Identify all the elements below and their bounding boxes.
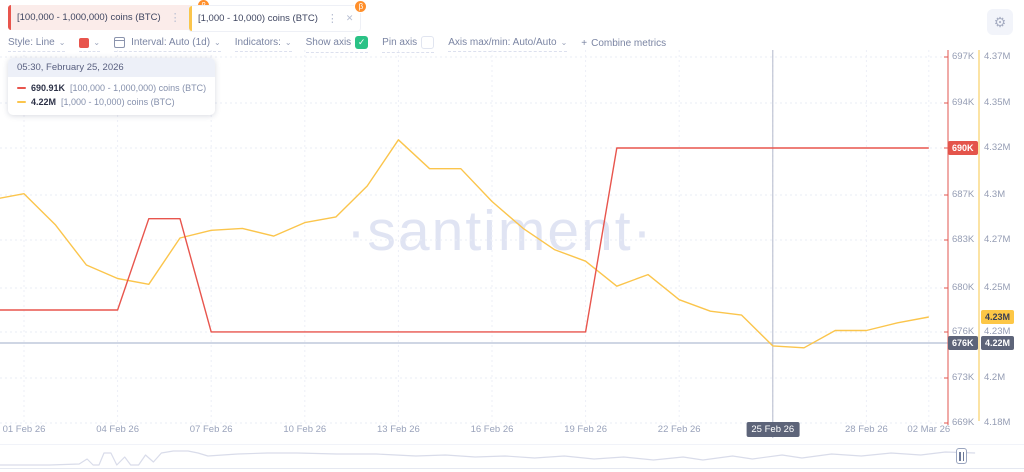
red-axis-tick-marks	[944, 56, 948, 424]
x-axis-tick: 16 Feb 26	[470, 424, 514, 435]
x-axis-tick: 10 Feb 26	[283, 424, 327, 435]
chevron-down-icon: ⌄	[284, 37, 292, 47]
chart-settings-button[interactable]: ⚙	[987, 9, 1013, 35]
plus-icon: +	[581, 37, 588, 49]
yellow-axis-tick: 4.27M	[984, 234, 1011, 245]
red-axis-tick: 680K	[952, 282, 975, 293]
metric-chip-1000-10000-coins[interactable]: [1,000 - 10,000) coins (BTC) ⋮ ✕ β	[188, 0, 368, 32]
close-icon[interactable]: ✕	[345, 13, 354, 23]
show-axis-toggle[interactable]: Show axis ✓	[305, 36, 369, 53]
metric-chip-label: [1,000 - 10,000) coins (BTC)	[198, 13, 318, 24]
yellow-axis-tick: 4.32M	[984, 142, 1011, 153]
indicators-dropdown[interactable]: Indicators: ⌄	[234, 37, 292, 52]
combine-metrics-label: Combine metrics	[591, 37, 667, 49]
color-dropdown[interactable]: ⌄	[79, 37, 101, 52]
red-axis-tick: 683K	[952, 234, 975, 245]
x-axis-tick: 02 Mar 26	[907, 424, 951, 435]
red-axis-tick: 697K	[952, 51, 975, 62]
beta-badge: β	[354, 0, 368, 13]
calendar-icon	[114, 37, 126, 48]
metric-color-bar	[8, 5, 11, 30]
yellow-axis-tick: 4.3M	[984, 189, 1006, 200]
interval-label: Interval: Auto (1d)	[131, 37, 211, 48]
tooltip-row-red: 690.91K [100,000 - 1,000,000) coins (BTC…	[17, 81, 206, 95]
red-series-dash-icon	[17, 87, 26, 89]
x-axis-tick: 22 Feb 26	[657, 424, 701, 435]
navigator-drag-handle[interactable]	[956, 448, 967, 464]
chevron-down-icon: ⌄	[214, 37, 221, 47]
red-axis-tick: 673K	[952, 372, 975, 383]
style-dropdown[interactable]: Style: Line ⌄	[8, 37, 66, 52]
red-axis-tick: 669K	[952, 417, 975, 428]
metric-chip-100000-1000000-coins[interactable]: [100,000 - 1,000,000) coins (BTC) ⋮ ✕ β	[8, 0, 211, 30]
chevron-down-icon: ⌄	[58, 37, 66, 47]
kebab-menu-icon[interactable]: ⋮	[169, 12, 181, 24]
combine-metrics-button[interactable]: + Combine metrics	[581, 38, 666, 52]
yellow-axis-tick: 4.25M	[984, 282, 1011, 293]
yellow-series-dash-icon	[17, 101, 26, 103]
tooltip-body: 690.91K [100,000 - 1,000,000) coins (BTC…	[8, 77, 215, 115]
yellow-axis-tick: 4.37M	[984, 51, 1011, 62]
crosshair-date-badge: 25 Feb 26	[746, 422, 800, 437]
series-line-100000-1000000-coins	[0, 147, 929, 333]
chart-toolbar: Style: Line ⌄ ⌄ Interval: Auto (1d) ⌄ In…	[8, 36, 666, 53]
red-axis-tick: 694K	[952, 97, 975, 108]
gear-icon: ⚙	[993, 13, 1007, 30]
red-current-value-badge: 690K	[948, 141, 978, 155]
axis-maxmin-dropdown[interactable]: Axis max/min: Auto/Auto ⌄	[448, 37, 568, 52]
tooltip-yellow-value: 4.22M	[31, 97, 57, 107]
show-axis-checkbox[interactable]: ✓	[355, 36, 369, 49]
tooltip-red-value: 690.91K	[31, 83, 66, 93]
interval-dropdown[interactable]: Interval: Auto (1d) ⌄	[114, 37, 221, 52]
red-axis-tick: 687K	[952, 189, 975, 200]
tooltip-row-yellow: 4.22M [1,000 - 10,000) coins (BTC)	[17, 95, 206, 109]
tooltip-red-label: [100,000 - 1,000,000) coins (BTC)	[70, 83, 207, 93]
yellow-current-value-badge: 4.23M	[981, 310, 1015, 324]
x-axis-tick: 07 Feb 26	[189, 424, 233, 435]
axis-maxmin-label: Axis max/min: Auto/Auto	[448, 37, 557, 48]
chart-tooltip: 05:30, February 25, 2026 690.91K [100,00…	[8, 58, 216, 115]
chevron-down-icon: ⌄	[93, 37, 101, 47]
yellow-axis-tick: 4.2M	[984, 372, 1006, 383]
indicators-label: Indicators:	[234, 37, 281, 48]
tooltip-yellow-label: [1,000 - 10,000) coins (BTC)	[61, 97, 175, 107]
show-axis-label: Show axis	[305, 37, 352, 48]
metric-color-bar	[189, 6, 192, 31]
crosshair-red-value-badge: 676K	[948, 336, 978, 350]
pin-axis-label: Pin axis	[382, 37, 418, 48]
chevron-down-icon: ⌄	[560, 37, 568, 47]
x-axis-tick: 13 Feb 26	[376, 424, 420, 435]
pin-axis-toggle[interactable]: Pin axis	[382, 36, 435, 53]
navigator-preview-line[interactable]	[0, 450, 976, 466]
check-icon: ✓	[357, 37, 366, 47]
x-axis-tick: 19 Feb 26	[564, 424, 607, 435]
pin-axis-checkbox[interactable]	[421, 36, 435, 49]
style-label: Style: Line	[8, 37, 55, 48]
x-axis-tick: 28 Feb 26	[844, 424, 888, 435]
yellow-axis-tick: 4.35M	[984, 97, 1011, 108]
yellow-axis-tick: 4.23M	[984, 326, 1011, 337]
santiment-watermark: ·santiment·	[346, 199, 653, 263]
tooltip-timestamp: 05:30, February 25, 2026	[8, 58, 216, 77]
series-line-1000-10000-coins	[0, 139, 929, 349]
x-axis-tick: 04 Feb 26	[96, 424, 139, 435]
metric-chip-label: [100,000 - 1,000,000) coins (BTC)	[17, 12, 161, 23]
crosshair-yellow-value-badge: 4.22M	[981, 336, 1015, 350]
red-axis-tick: 676K	[952, 326, 975, 337]
x-axis-tick: 01 Feb 26	[2, 424, 46, 435]
color-swatch	[79, 37, 90, 48]
kebab-menu-icon[interactable]: ⋮	[326, 13, 338, 25]
yellow-axis-tick: 4.18M	[984, 417, 1011, 428]
